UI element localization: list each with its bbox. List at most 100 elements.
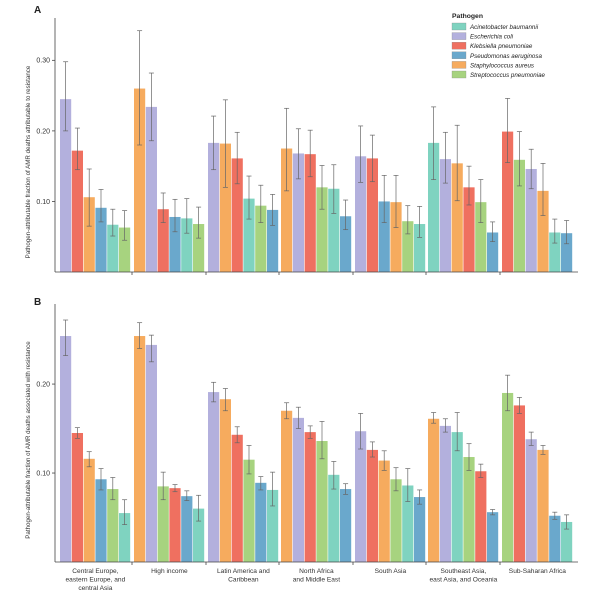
bar-staphylococcus-aureus [537, 449, 549, 562]
bar-klebsiella-pneumoniae [366, 158, 378, 272]
error-bar [222, 388, 228, 412]
bar-klebsiella-pneumoniae [463, 187, 475, 272]
error-bar [319, 421, 325, 460]
bar-streptococcus-pneumoniae [316, 187, 328, 272]
error-bar [454, 124, 460, 202]
bar-staphylococcus-aureus [451, 163, 463, 272]
bar-klebsiella-pneumoniae [502, 131, 514, 272]
bar-escherichia-coli [292, 153, 304, 272]
error-bar [234, 426, 240, 444]
bar-group-north-africa-and-middle-east [281, 107, 352, 272]
bar-acinetobacter-baumannii [414, 224, 426, 272]
bar-klebsiella-pneumoniae [71, 433, 83, 562]
error-bar [417, 206, 423, 238]
legend-swatch [451, 32, 467, 40]
bar-klebsiella-pneumoniae [366, 449, 378, 562]
bar-streptococcus-pneumoniae [475, 202, 487, 272]
error-bar [381, 174, 387, 223]
legend-item-escherichia-coli: Escherichia coli [451, 32, 514, 41]
bar-streptococcus-pneumoniae [255, 205, 267, 272]
error-bar [358, 125, 364, 183]
legend-item-acinetobacter-baumannii: Acinetobacter baumannii [451, 22, 539, 31]
bar-escherichia-coli [525, 168, 537, 272]
bar-acinetobacter-baumannii [107, 224, 119, 272]
x-category-label: Southeast Asia, east Asia, and Oceania [429, 568, 497, 584]
x-category-label: High income [151, 568, 188, 575]
bar-escherichia-coli [145, 344, 157, 562]
legend-swatch [451, 42, 467, 50]
bar-staphylococcus-aureus [390, 202, 402, 272]
bar-acinetobacter-baumannii [243, 198, 255, 272]
legend-label: Pseudomonas aeruginosa [470, 53, 542, 60]
x-category-labels: Central Europe, eastern Europe, and centra… [66, 568, 567, 592]
error-bar [405, 468, 411, 502]
error-bar [137, 30, 143, 146]
bar-acinetobacter-baumannii [267, 489, 279, 562]
bar-group-central-europe-eastern-europe-and-central-asia [60, 319, 131, 562]
error-bar [110, 208, 116, 237]
error-bar [246, 175, 252, 220]
bar-escherichia-coli [145, 106, 157, 273]
bar-staphylococcus-aureus [219, 143, 231, 272]
error-bar [505, 98, 511, 163]
legend-item-klebsiella-pneumoniae: Klebsiella pneumoniae [451, 42, 533, 50]
legend-title: Pathogen [452, 13, 483, 20]
legend-swatch [451, 22, 467, 31]
bar-group-high-income [134, 322, 205, 562]
bar-streptococcus-pneumoniae [157, 486, 169, 562]
bar-group-latin-america-and-caribbean [208, 99, 279, 272]
error-bar [184, 198, 190, 234]
error-bar [295, 406, 301, 429]
bar-streptococcus-pneumoniae [193, 224, 205, 272]
bar-streptococcus-pneumoniae [513, 159, 525, 272]
error-bar [319, 165, 325, 210]
y-tick-label: 0.30 [36, 58, 50, 65]
error-bar [172, 198, 178, 233]
bar-klebsiella-pneumoniae [475, 471, 487, 562]
bar-escherichia-coli [292, 417, 304, 562]
error-bar [490, 509, 496, 516]
error-bar [148, 72, 154, 142]
error-bar [417, 489, 423, 505]
bar-klebsiella-pneumoniae [169, 488, 181, 562]
bar-acinetobacter-baumannii [328, 188, 340, 272]
error-bar [343, 483, 349, 495]
legend-item-staphylococcus-aureus: Staphylococcus aureus [451, 61, 534, 69]
error-bar [307, 129, 313, 178]
y-tick-label: 0.10 [36, 199, 50, 206]
error-bar [295, 128, 301, 180]
error-bar [466, 165, 472, 206]
bar-group-north-africa-and-middle-east [281, 402, 352, 562]
bar-escherichia-coli [60, 99, 72, 272]
bar-staphylococcus-aureus [134, 88, 146, 272]
bar-escherichia-coli [60, 336, 72, 562]
bar-escherichia-coli [208, 142, 220, 272]
bar-staphylococcus-aureus [537, 190, 549, 272]
bar-klebsiella-pneumoniae [304, 154, 316, 272]
error-bar [98, 189, 104, 223]
error-bar [211, 115, 217, 171]
legend-item-streptococcus-pneumoniae: Streptococcus pneumoniae [451, 70, 546, 79]
error-bar [122, 210, 128, 241]
legend-swatch [451, 70, 467, 79]
error-bar [552, 511, 558, 520]
bar-acinetobacter-baumannii [119, 513, 131, 562]
bar-pseudomonas-aeruginosa [169, 216, 181, 272]
error-bar [74, 127, 80, 171]
error-bar [307, 425, 313, 439]
bar-acinetobacter-baumannii [181, 218, 193, 272]
panel-a: A Pathogen-attributable fraction of AMR … [25, 5, 578, 275]
bar-escherichia-coli [525, 439, 537, 562]
panel-a-y-ticks: 0.10 0.20 0.30 [36, 58, 55, 206]
error-bar [172, 484, 178, 493]
panel-a-y-axis-label: Pathogen-attributable fraction of AMR de… [25, 65, 32, 258]
error-bar [478, 463, 484, 478]
bar-group-southeast-asia-east-asia-and-oceania [428, 412, 499, 562]
error-bar [369, 441, 375, 458]
bar-acinetobacter-baumannii [402, 485, 414, 562]
bar-acinetobacter-baumannii [549, 232, 561, 272]
error-bar [331, 461, 337, 490]
bar-group-south-asia [355, 413, 426, 562]
error-bar [148, 334, 154, 363]
bar-klebsiella-pneumoniae [71, 150, 83, 272]
